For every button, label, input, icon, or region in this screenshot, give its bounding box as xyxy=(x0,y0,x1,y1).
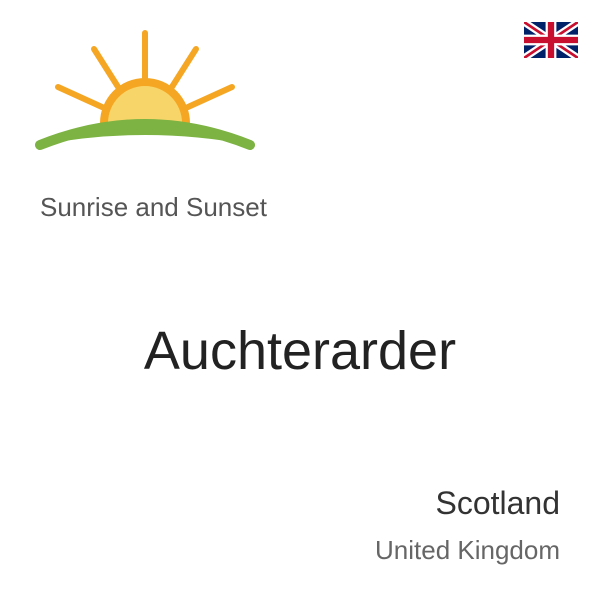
tagline-text: Sunrise and Sunset xyxy=(40,192,267,223)
region-name: Scotland xyxy=(435,485,560,522)
sunrise-logo-icon xyxy=(30,15,260,175)
city-name: Auchterarder xyxy=(0,320,600,382)
country-name: United Kingdom xyxy=(375,535,560,566)
uk-flag-icon xyxy=(524,22,578,58)
